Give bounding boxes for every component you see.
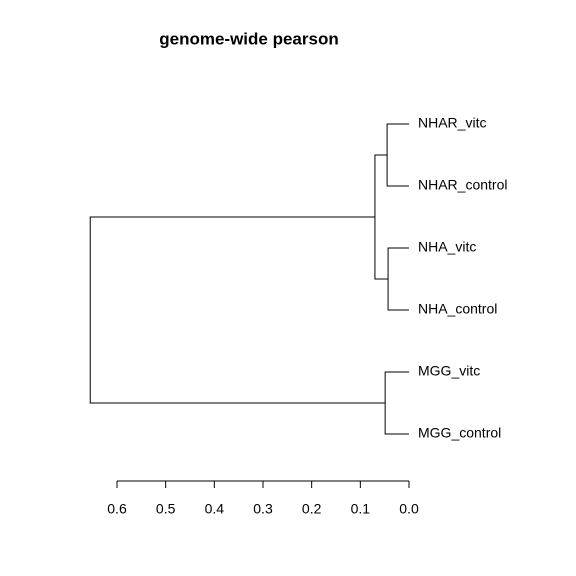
x-tick-label: 0.6: [107, 501, 127, 517]
x-tick-label: 0.4: [205, 501, 225, 517]
x-tick-label: 0.5: [156, 501, 176, 517]
leaf-label: MGG_vitc: [418, 363, 480, 379]
leaf-label: NHAR_vitc: [418, 115, 486, 131]
leaf-label: NHAR_control: [418, 177, 507, 193]
branch: [89, 216, 386, 404]
x-tick-label: 0.1: [351, 501, 371, 517]
x-tick-label: 0.2: [302, 501, 322, 517]
leaf-label: NHA_vitc: [418, 239, 476, 255]
x-tick-label: 0.0: [399, 501, 419, 517]
leaf-label: NHA_control: [418, 301, 497, 317]
leaf-label: MGG_control: [418, 425, 501, 441]
x-tick-label: 0.3: [253, 501, 273, 517]
chart-title: genome-wide pearson: [159, 29, 338, 48]
